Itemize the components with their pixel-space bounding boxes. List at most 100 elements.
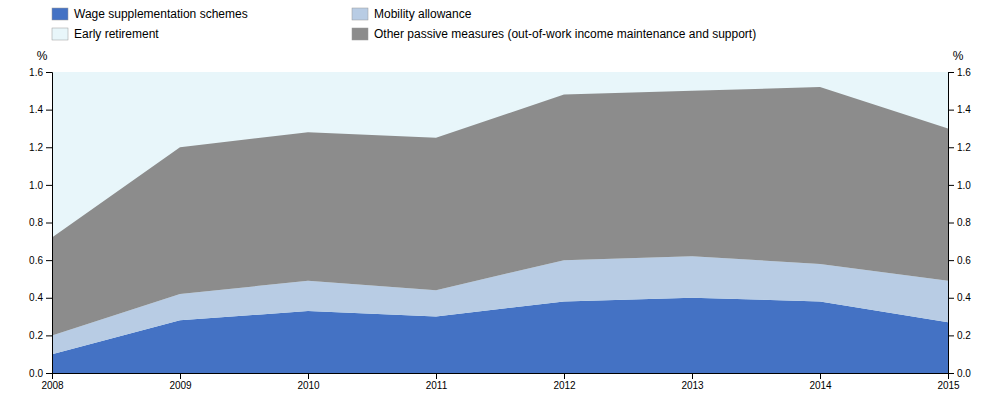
tick: 1.2 xyxy=(29,142,52,153)
tick: 0.6 xyxy=(948,255,971,266)
tick: 0.8 xyxy=(29,217,52,228)
tick-label: 0.8 xyxy=(29,217,43,228)
tick-label: 1.4 xyxy=(29,104,43,115)
legend-item: Mobility allowance xyxy=(352,7,472,21)
tick: 1.4 xyxy=(29,104,52,115)
tick-mark xyxy=(948,335,954,336)
tick-label: 2011 xyxy=(426,380,448,391)
tick: 0.6 xyxy=(29,255,52,266)
tick: 0.2 xyxy=(29,330,52,341)
legend-label: Mobility allowance xyxy=(374,7,472,21)
tick-mark xyxy=(948,223,954,224)
tick-label: 1.6 xyxy=(957,67,971,78)
tick-label: 0.0 xyxy=(957,368,971,379)
tick-label: 0.2 xyxy=(957,330,971,341)
tick-mark xyxy=(436,373,437,379)
tick: 1.6 xyxy=(29,67,52,78)
legend-swatch xyxy=(52,8,68,20)
tick-label: 0.0 xyxy=(29,368,43,379)
legend-swatch xyxy=(52,28,68,40)
tick-mark xyxy=(308,373,309,379)
plot-background xyxy=(52,72,948,373)
stacked-area xyxy=(52,87,948,335)
tick-mark xyxy=(46,147,52,148)
legend-swatch xyxy=(352,8,368,20)
tick: 1.2 xyxy=(948,142,971,153)
tick: 2010 xyxy=(297,373,320,391)
chart-svg: 200820092010201120122013201420150.00.20.… xyxy=(0,0,1000,403)
tick-mark xyxy=(46,373,52,374)
tick-mark xyxy=(46,72,52,73)
tick-mark xyxy=(948,373,954,374)
legend-item: Other passive measures (out-of-work inco… xyxy=(352,27,756,41)
tick: 0.0 xyxy=(948,368,971,379)
tick-mark xyxy=(948,260,954,261)
tick: 0.4 xyxy=(29,292,52,303)
tick: 2012 xyxy=(553,373,576,391)
legend: Wage supplementation schemes Mobility all… xyxy=(52,7,756,41)
tick: 2008 xyxy=(41,373,64,391)
tick-mark xyxy=(564,373,565,379)
axis-domain xyxy=(949,73,955,374)
tick: 1.6 xyxy=(948,67,971,78)
tick-label: 1.2 xyxy=(29,142,43,153)
legend-label: Early retirement xyxy=(74,27,159,41)
legend-label: Other passive measures (out-of-work inco… xyxy=(374,27,756,41)
tick-label: 0.8 xyxy=(957,217,971,228)
legend-item: Early retirement xyxy=(52,27,159,41)
y-axis: 0.0 0.2 0.4 0.6 0.8 1.0 1.2 1.4 1.6 xyxy=(29,67,52,379)
tick-mark xyxy=(948,147,954,148)
tick-label: 0.4 xyxy=(957,292,971,303)
axis-domain xyxy=(53,374,949,380)
tick-label: 1.4 xyxy=(957,104,971,115)
chart-container: 200820092010201120122013201420150.00.20.… xyxy=(0,0,1000,403)
tick-mark xyxy=(820,373,821,379)
tick-mark xyxy=(46,223,52,224)
y2-axis-label: % xyxy=(953,49,964,63)
tick-label: 1.6 xyxy=(29,67,43,78)
tick-mark xyxy=(692,373,693,379)
tick: 2011 xyxy=(426,373,448,391)
tick: 2009 xyxy=(169,373,192,391)
tick-label: 0.2 xyxy=(29,330,43,341)
tick-mark xyxy=(948,110,954,111)
tick-label: 2015 xyxy=(937,380,960,391)
tick-mark xyxy=(948,185,954,186)
tick: 0.2 xyxy=(948,330,971,341)
tick-label: 2012 xyxy=(553,380,576,391)
plot: 200820092010201120122013201420150.00.20.… xyxy=(29,49,971,391)
tick-label: 2014 xyxy=(809,380,832,391)
tick: 1.4 xyxy=(948,104,971,115)
tick-label: 0.6 xyxy=(29,255,43,266)
tick-label: 2009 xyxy=(169,380,192,391)
legend-label: Wage supplementation schemes xyxy=(74,7,248,21)
tick-mark xyxy=(46,110,52,111)
legend-item: Wage supplementation schemes xyxy=(52,7,248,21)
tick-mark xyxy=(46,260,52,261)
tick: 2014 xyxy=(809,373,832,391)
legend-swatch xyxy=(352,28,368,40)
tick-mark xyxy=(46,298,52,299)
tick-label: 1.0 xyxy=(29,180,43,191)
tick-label: 1.2 xyxy=(957,142,971,153)
tick-mark xyxy=(46,185,52,186)
y-axis-label: % xyxy=(37,49,48,63)
tick: 0.4 xyxy=(948,292,971,303)
tick-label: 0.6 xyxy=(957,255,971,266)
tick: 0.8 xyxy=(948,217,971,228)
tick: 2013 xyxy=(681,373,704,391)
tick-label: 2008 xyxy=(41,380,64,391)
tick-label: 2010 xyxy=(297,380,320,391)
x-axis: 2008 2009 2010 2011 2012 2013 2014 2015 xyxy=(41,373,960,391)
tick-label: 2013 xyxy=(681,380,704,391)
tick-label: 0.4 xyxy=(29,292,43,303)
axis-domain xyxy=(46,73,53,374)
tick: 1.0 xyxy=(29,180,52,191)
tick-mark xyxy=(948,72,954,73)
tick-mark xyxy=(180,373,181,379)
tick-mark xyxy=(46,335,52,336)
tick: 1.0 xyxy=(948,180,971,191)
y2-axis: 0.0 0.2 0.4 0.6 0.8 1.0 1.2 1.4 1.6 xyxy=(948,67,971,379)
plot-area xyxy=(52,72,948,373)
tick: 0.0 xyxy=(29,368,52,379)
